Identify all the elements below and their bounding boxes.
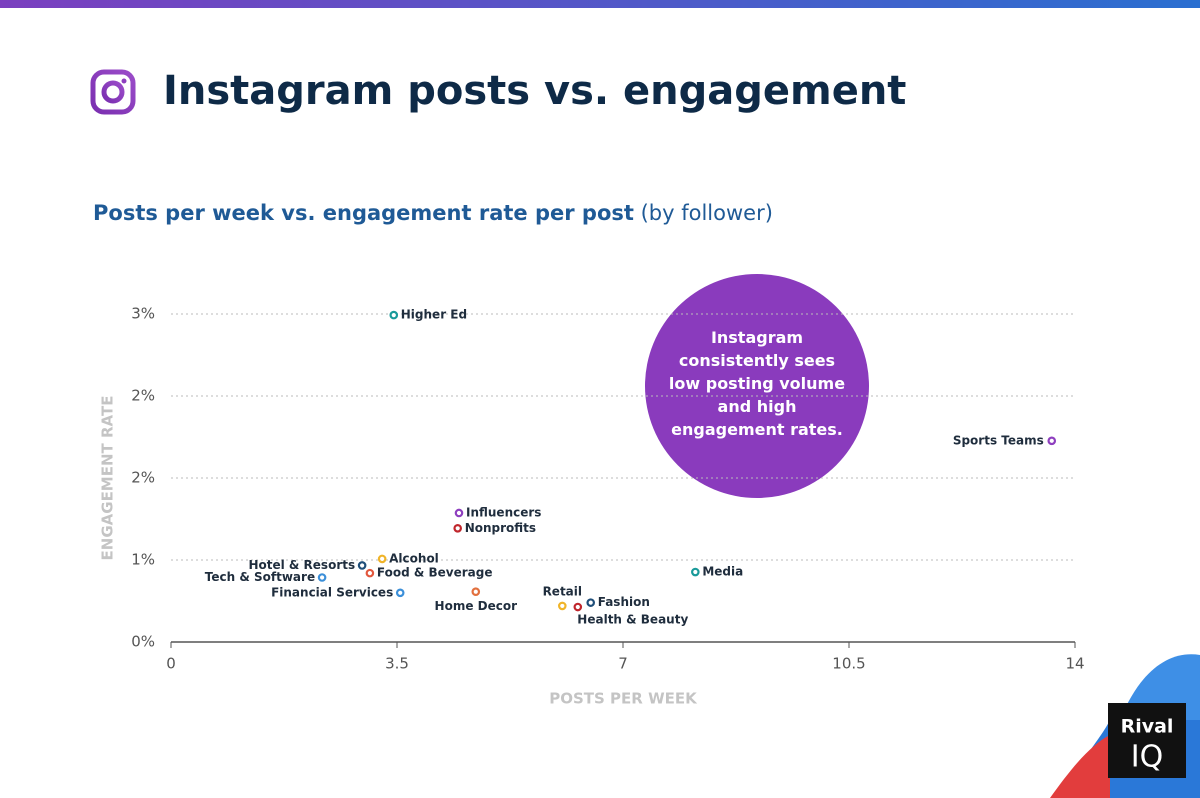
point	[471, 587, 481, 597]
y-axis-title: ENGAGEMENT RATE	[99, 396, 117, 561]
y-tick-label: 0%	[131, 633, 155, 651]
point-label: Financial Services	[271, 585, 393, 599]
x-tick-label: 10.5	[832, 655, 865, 673]
point	[586, 598, 596, 607]
point	[395, 588, 405, 598]
subtitle: Posts per week vs. engagement rate per p…	[93, 201, 773, 225]
point-label: Media	[702, 565, 743, 579]
logo-line2: IQ	[1131, 740, 1163, 775]
instagram-icon	[90, 69, 136, 115]
point	[377, 554, 387, 564]
point-label: Higher Ed	[401, 308, 467, 322]
point	[389, 310, 399, 320]
x-tick-label: 0	[166, 655, 176, 673]
x-tick-label: 7	[618, 655, 628, 673]
point	[357, 561, 367, 570]
point-label: Influencers	[466, 505, 541, 519]
annotation-bubble	[645, 274, 869, 498]
point	[365, 568, 375, 578]
point-label: Alcohol	[389, 551, 439, 565]
y-tick-label: 1%	[131, 551, 155, 569]
point	[317, 573, 327, 582]
point-label: Food & Beverage	[377, 566, 493, 580]
point-label: Nonprofits	[465, 521, 536, 535]
annotation: Instagram consistently sees low posting …	[668, 328, 846, 439]
point-label: Health & Beauty	[577, 613, 688, 627]
y-tick-label: 2%	[131, 469, 155, 487]
point	[558, 601, 567, 611]
y-tick-label: 2%	[131, 387, 155, 405]
y-tick-label: 3%	[131, 305, 155, 323]
point	[691, 567, 700, 577]
point-label: Home Decor	[435, 599, 518, 613]
x-tick-label: 3.5	[385, 655, 409, 673]
subtitle-note: (by follower)	[641, 201, 773, 225]
top-bar	[0, 0, 1200, 8]
x-tick-label: 14	[1065, 655, 1084, 673]
page-title: Instagram posts vs. engagement	[163, 68, 906, 114]
subtitle-main: Posts per week vs. engagement rate per p…	[93, 201, 634, 225]
point	[454, 508, 464, 518]
point	[453, 523, 462, 533]
point-label: Hotel & Resorts	[248, 558, 355, 572]
logo-line1: Rival	[1121, 716, 1174, 738]
point-label: Tech & Software	[205, 570, 315, 584]
point-label: Retail	[543, 584, 582, 598]
point	[573, 602, 583, 612]
logo-box	[1108, 703, 1186, 778]
point-label: Sports Teams	[953, 433, 1044, 447]
x-axis-title: POSTS PER WEEK	[549, 690, 698, 708]
point	[1047, 436, 1057, 446]
point-label: Fashion	[598, 595, 650, 609]
